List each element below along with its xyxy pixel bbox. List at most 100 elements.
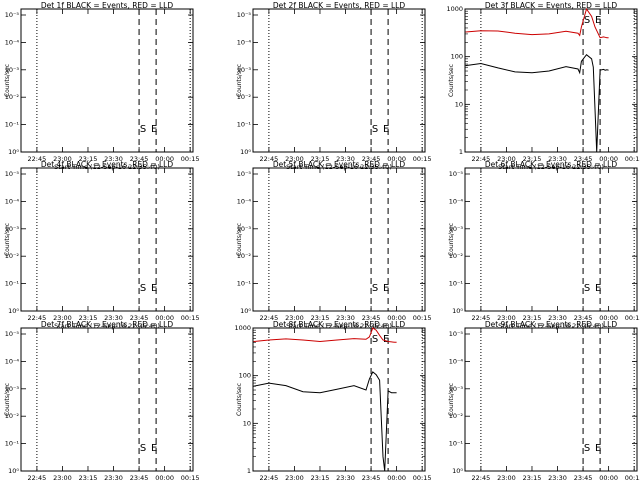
x-tick-label: 00:15	[181, 155, 200, 163]
panel-p5: Det 5f BLACK = Events, RED = LLD Counts/s…	[236, 160, 432, 330]
y-tick-label: 10⁻⁵	[5, 11, 20, 19]
y-tick-label: 10⁻³	[5, 385, 20, 393]
x-tick-label: 00:00	[155, 155, 174, 163]
x-tick-label: 23:30	[548, 314, 567, 322]
x-tick-label: 23:45	[130, 474, 149, 480]
x-tick-label: 23:15	[311, 314, 330, 322]
y-axis-label: Counts/sec	[448, 64, 455, 97]
plot-frame	[464, 327, 638, 472]
x-tick-label: 23:00	[497, 155, 516, 163]
y-tick-label: 10⁻³	[5, 225, 20, 233]
x-tick-label: 22:45	[260, 155, 279, 163]
end-marker-label: E	[151, 443, 157, 454]
y-tick-label: 10⁰	[240, 307, 251, 315]
y-tick-label: 10⁻¹	[5, 440, 20, 448]
x-tick-label: 23:15	[79, 314, 98, 322]
x-tick-label: 22:45	[28, 474, 47, 480]
x-tick-label: 23:30	[548, 155, 567, 163]
panel-p2: Det 2f BLACK = Events, RED = LLD Counts/s…	[236, 1, 432, 171]
y-tick-label: 10⁰	[8, 307, 19, 315]
y-tick-label: 10⁰	[240, 148, 251, 156]
y-tick-label: 10⁻⁵	[449, 330, 464, 338]
y-tick-label: 10	[243, 419, 251, 427]
x-tick-label: 23:15	[79, 474, 98, 480]
x-tick-label: 23:15	[523, 314, 542, 322]
y-tick-label: 10⁻²	[449, 252, 464, 260]
x-tick-label: 22:45	[472, 155, 491, 163]
x-tick-label: 00:00	[387, 314, 406, 322]
x-tick-label: 00:15	[413, 155, 432, 163]
y-tick-label: 10⁻¹	[237, 121, 252, 129]
x-tick-label: 00:15	[625, 155, 640, 163]
y-tick-label: 10	[455, 100, 463, 108]
start-marker-label: S	[140, 124, 146, 135]
start-marker-label: S	[140, 443, 146, 454]
y-axis-label: Counts/sec	[4, 383, 11, 416]
x-tick-label: 00:15	[413, 314, 432, 322]
y-tick-label: 1000	[446, 5, 463, 13]
x-tick-label: 23:45	[574, 155, 593, 163]
end-marker-label: E	[595, 283, 601, 294]
y-tick-label: 10⁻¹	[5, 280, 20, 288]
start-marker-label: S	[140, 283, 146, 294]
panel-p8: Det 8f BLACK = Events, RED = LLD Counts/s…	[234, 320, 431, 480]
x-tick-label: 23:00	[497, 314, 516, 322]
panel-title: Det 1f BLACK = Events, RED = LLD	[41, 1, 174, 10]
x-tick-label: 23:45	[574, 314, 593, 322]
y-tick-label: 10⁻⁴	[449, 197, 464, 205]
x-tick-label: 00:00	[599, 155, 618, 163]
x-tick-label: 23:00	[53, 314, 72, 322]
x-axis-label: Start Time (12-Sep-16 22:35:40)	[498, 322, 604, 330]
x-tick-label: 23:00	[285, 155, 304, 163]
x-tick-label: 23:30	[548, 474, 567, 480]
plot-frame	[20, 327, 194, 472]
events-series-line	[465, 53, 609, 153]
y-tick-label: 1	[247, 467, 251, 475]
plot-frame	[252, 167, 426, 312]
x-axis-label: Start Time (12-Sep-16 22:35:40)	[286, 322, 392, 330]
y-tick-label: 10⁻³	[237, 225, 252, 233]
x-tick-label: 22:45	[28, 314, 47, 322]
x-tick-label: 23:30	[104, 155, 123, 163]
x-tick-label: 23:45	[362, 314, 381, 322]
panel-p1: Det 1f BLACK = Events, RED = LLD Counts/s…	[4, 1, 200, 171]
y-tick-label: 10⁰	[8, 148, 19, 156]
end-marker-label: E	[383, 124, 389, 135]
x-tick-label: 00:00	[155, 474, 174, 480]
y-axis-label: Counts/sec	[4, 223, 11, 256]
panel-title: Det 2f BLACK = Events, RED = LLD	[273, 1, 406, 10]
y-tick-label: 1	[459, 148, 463, 156]
y-tick-label: 10⁻³	[449, 225, 464, 233]
x-tick-label: 00:00	[599, 474, 618, 480]
y-tick-label: 10⁻⁵	[5, 330, 20, 338]
x-axis-label: Start Time (12-Sep-16 22:35:40)	[498, 163, 604, 171]
start-marker-label: S	[372, 283, 378, 294]
y-tick-label: 10⁻²	[237, 252, 252, 260]
y-tick-label: 100	[451, 53, 463, 61]
x-tick-label: 23:00	[53, 474, 72, 480]
start-marker-label: S	[372, 334, 378, 345]
x-tick-label: 23:30	[336, 314, 355, 322]
x-tick-label: 23:15	[79, 155, 98, 163]
y-tick-label: 10⁻⁴	[237, 38, 252, 46]
x-tick-label: 23:00	[497, 474, 516, 480]
start-marker-label: S	[584, 283, 590, 294]
panel-title: Det 4f BLACK = Events, RED = LLD	[41, 160, 174, 169]
y-tick-label: 10⁻³	[449, 385, 464, 393]
y-tick-label: 10⁻²	[5, 412, 20, 420]
x-axis-label: Start Time (12-Sep-16 22:35:40)	[286, 163, 392, 171]
start-marker-label: S	[584, 443, 590, 454]
panel-title: Det 8f BLACK = Events, RED = LLD	[273, 320, 406, 329]
y-tick-label: 1000	[234, 324, 251, 332]
y-axis-label: Counts/sec	[448, 383, 455, 416]
y-axis-label: Counts/sec	[236, 64, 243, 97]
plot-frame	[464, 167, 638, 312]
x-tick-label: 23:45	[362, 155, 381, 163]
y-axis-label: Counts/sec	[236, 223, 243, 256]
x-tick-label: 00:00	[155, 314, 174, 322]
plot-frame	[20, 8, 194, 153]
y-tick-label: 100	[239, 372, 251, 380]
plot-frame	[252, 327, 426, 472]
panel-p7: Det 7f BLACK = Events, RED = LLD Counts/s…	[4, 320, 200, 480]
start-marker-label: S	[584, 15, 590, 26]
